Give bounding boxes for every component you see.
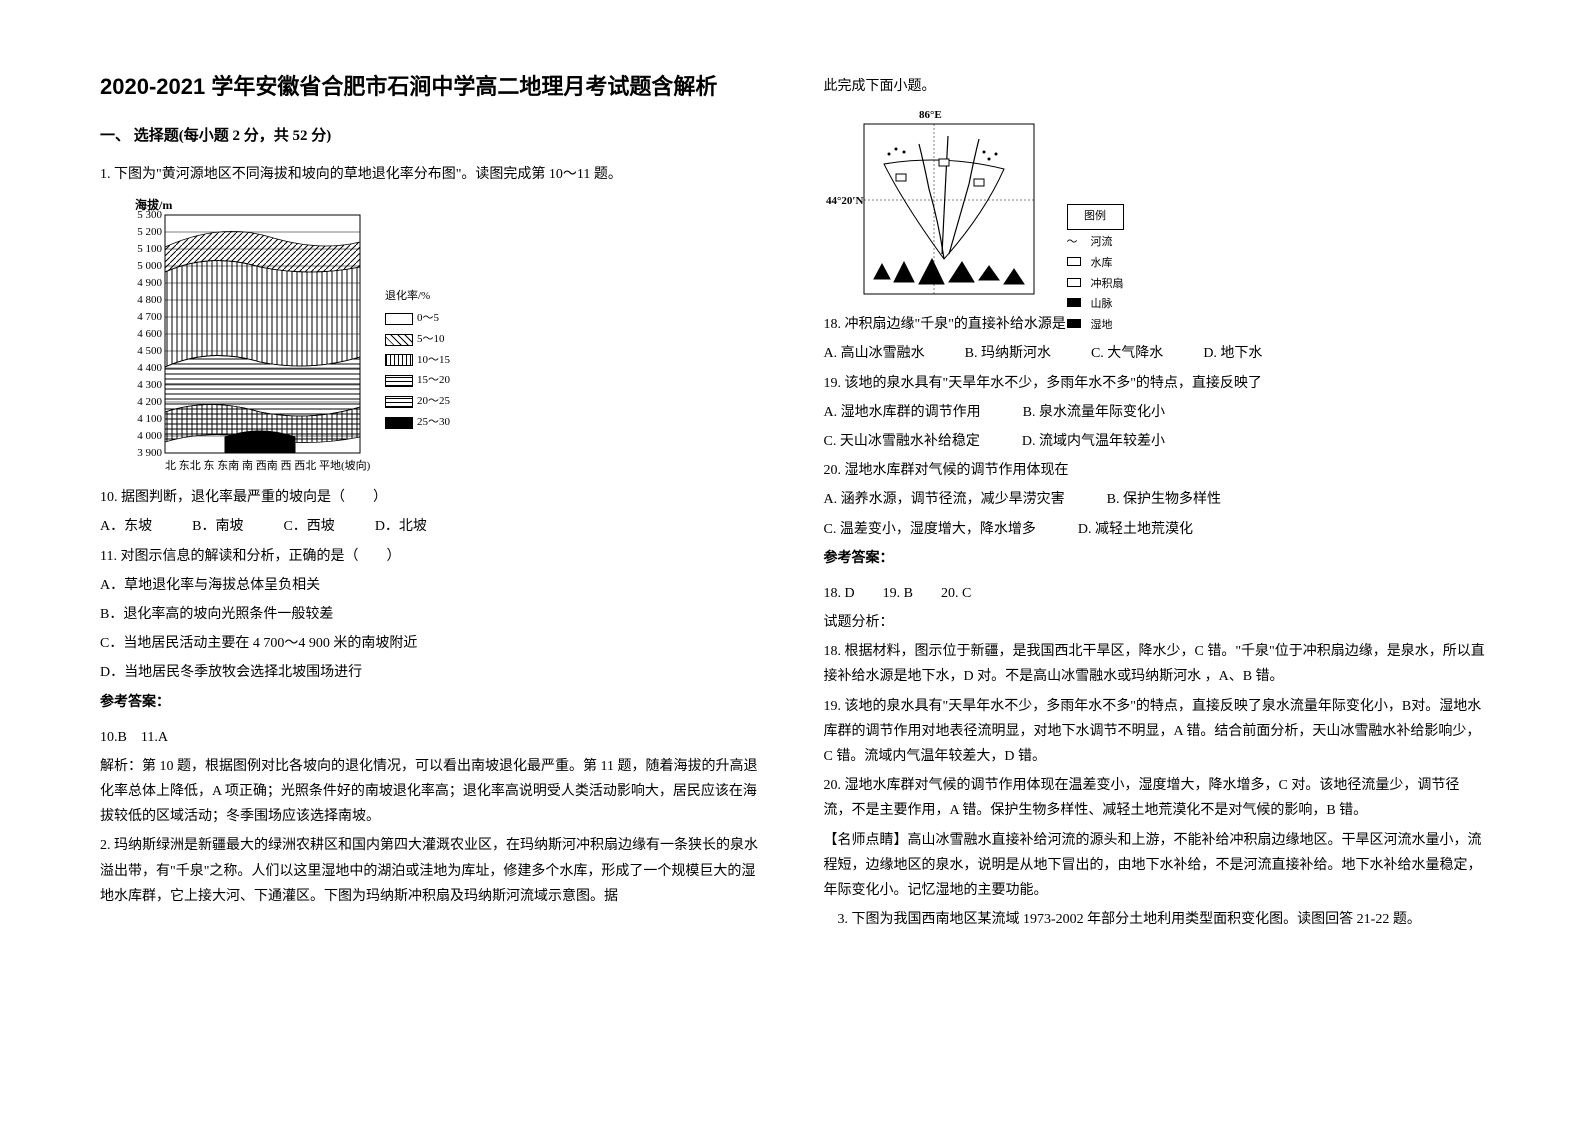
svg-text:4 300: 4 300	[137, 379, 162, 391]
legend-item-0: 0～5	[385, 309, 450, 329]
answer-2-tip: 【名师点睛】高山冰雪融水直接补给河流的源头和上游，不能补给冲积扇边缘地区。干旱区…	[824, 828, 1488, 904]
section-1-heading: 一、 选择题(每小题 2 分，共 52 分)	[100, 123, 764, 150]
answer-2-20: 20. 湿地水库群对气候的调节作用体现在温差变小，湿度增大，降水增多，C 对。该…	[824, 773, 1488, 823]
question-20-options-cd: C. 温差变小，湿度增大，降水增多 D. 减轻土地荒漠化	[824, 517, 1488, 542]
question-19-options-ab: A. 湿地水库群的调节作用 B. 泉水流量年际变化小	[824, 400, 1488, 425]
question-11-opt-a: A．草地退化率与海拔总体呈负相关	[100, 573, 764, 598]
question-11-opt-c: C．当地居民活动主要在 4 700～4 900 米的南坡附近	[100, 631, 764, 656]
legend-item-2: 10～15	[385, 351, 450, 371]
legend-title: 退化率/%	[385, 287, 450, 307]
svg-text:3 900: 3 900	[137, 447, 162, 459]
question-20-options-ab: A. 涵养水源，调节径流，减少旱涝灾害 B. 保护生物多样性	[824, 487, 1488, 512]
question-3-intro: 3. 下图为我国西南地区某流域 1973-2002 年部分土地利用类型面积变化图…	[824, 907, 1488, 932]
exam-title: 2020-2021 学年安徽省合肥市石涧中学高二地理月考试题含解析	[100, 70, 764, 103]
svg-text:5 200: 5 200	[137, 226, 162, 238]
question-19: 19. 该地的泉水具有"天旱年水不少，多雨年水不多"的特点，直接反映了	[824, 371, 1488, 396]
map-legend: 图例 ～河流 水库 冲积扇 山脉 湿地	[1067, 204, 1124, 337]
svg-text:4 700: 4 700	[137, 311, 162, 323]
question-11: 11. 对图示信息的解读和分析，正确的是（ ）	[100, 544, 764, 569]
chart-legend: 退化率/% 0～5 5～10 10～15 15～20 20～25 25～30	[385, 287, 450, 434]
answer-2: 18. D 19. B 20. C	[824, 581, 1488, 606]
map-legend-fan: 冲积扇	[1067, 275, 1124, 295]
svg-text:4 400: 4 400	[137, 362, 162, 374]
manasi-map: 86°E 44°20′N	[824, 104, 1144, 304]
svg-text:5 000: 5 000	[137, 260, 162, 272]
chart-xlabel: 北 东北 东 东南 南 西南 西 西北 平地(坡向)	[165, 458, 371, 472]
legend-item-4: 20～25	[385, 392, 450, 412]
map-legend-wetland: 湿地	[1067, 316, 1124, 336]
question-19-options-cd: C. 天山冰雪融水补给稳定 D. 流域内气温年较差小	[824, 429, 1488, 454]
svg-text:44°20′N: 44°20′N	[826, 195, 863, 207]
question-11-opt-b: B．退化率高的坡向光照条件一般较差	[100, 602, 764, 627]
question-18: 18. 冲积扇边缘"千泉"的直接补给水源是	[824, 312, 1488, 337]
map-legend-reservoir: 水库	[1067, 254, 1124, 274]
svg-text:5 100: 5 100	[137, 243, 162, 255]
answer-2-label: 试题分析：	[824, 610, 1488, 635]
answer-2-19: 19. 该地的泉水具有"天旱年水不少，多雨年水不多"的特点，直接反映了泉水流量年…	[824, 694, 1488, 770]
question-2-cont: 此完成下面小题。	[824, 74, 1488, 99]
svg-text:5 300: 5 300	[137, 209, 162, 221]
svg-text:4 100: 4 100	[137, 413, 162, 425]
svg-text:4 000: 4 000	[137, 430, 162, 442]
map-legend-mountain: 山脉	[1067, 295, 1124, 315]
answer-label-1: 参考答案：	[100, 690, 764, 715]
question-18-options: A. 高山冰雪融水 B. 玛纳斯河水 C. 大气降水 D. 地下水	[824, 341, 1488, 366]
question-20: 20. 湿地水库群对气候的调节作用体现在	[824, 458, 1488, 483]
elevation-chart: 海拔/m 3 900 4 000 4 100 4 200 4 300 4 400…	[110, 197, 450, 477]
question-2-intro: 2. 玛纳斯绿洲是新疆最大的绿洲农耕区和国内第四大灌溉农业区，在玛纳斯河冲积扇边…	[100, 833, 764, 909]
svg-text:4 900: 4 900	[137, 277, 162, 289]
svg-text:4 200: 4 200	[137, 396, 162, 408]
map-legend-title: 图例	[1067, 204, 1124, 230]
legend-item-5: 25～30	[385, 413, 450, 433]
answer-label-2: 参考答案：	[824, 546, 1488, 571]
question-11-opt-d: D．当地居民冬季放牧会选择北坡围场进行	[100, 660, 764, 685]
question-1-intro: 1. 下图为"黄河源地区不同海拔和坡向的草地退化率分布图"。读图完成第 10～1…	[100, 162, 764, 187]
svg-text:4 800: 4 800	[137, 294, 162, 306]
legend-item-1: 5～10	[385, 330, 450, 350]
answer-1-explanation: 解析：第 10 题，根据图例对比各坡向的退化情况，可以看出南坡退化最严重。第 1…	[100, 754, 764, 830]
svg-text:4 600: 4 600	[137, 328, 162, 340]
answer-1: 10.B 11.A	[100, 725, 764, 750]
right-column: 此完成下面小题。 86°E 44°20′N	[824, 70, 1488, 1082]
svg-text:4 500: 4 500	[137, 345, 162, 357]
map-legend-river: ～河流	[1067, 233, 1124, 253]
question-10: 10. 据图判断，退化率最严重的坡向是（ ）	[100, 485, 764, 510]
answer-2-18: 18. 根据材料，图示位于新疆，是我国西北干旱区，降水少，C 错。"千泉"位于冲…	[824, 639, 1488, 689]
svg-text:86°E: 86°E	[919, 109, 942, 121]
legend-item-3: 15～20	[385, 371, 450, 391]
question-10-options: A．东坡 B．南坡 C．西坡 D．北坡	[100, 514, 764, 539]
left-column: 2020-2021 学年安徽省合肥市石涧中学高二地理月考试题含解析 一、 选择题…	[100, 70, 764, 1082]
chart-yticks: 3 900 4 000 4 100 4 200 4 300 4 400 4 50…	[137, 209, 162, 459]
